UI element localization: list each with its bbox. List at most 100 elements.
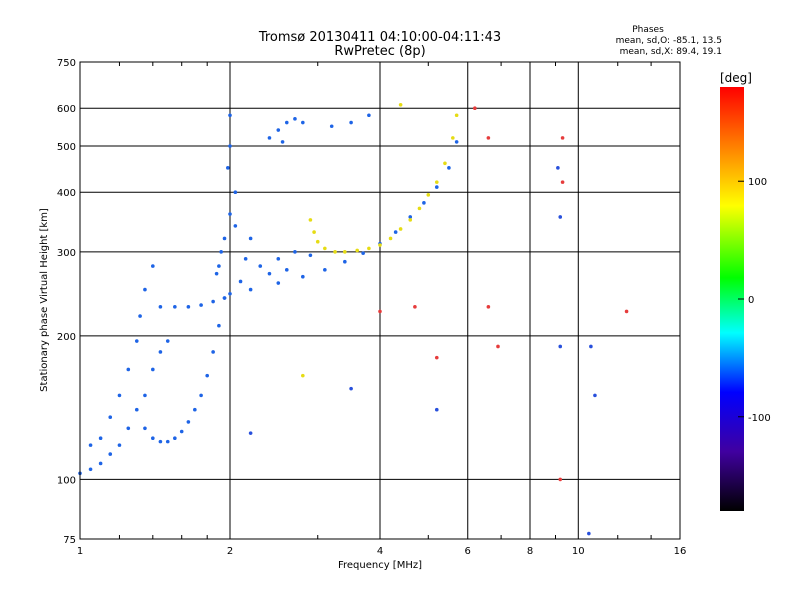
data-point [267,136,272,140]
data-point [434,185,439,189]
data-point [422,201,426,205]
chart-title: Tromsø 20130411 04:10:00-04:11:43 [258,30,501,45]
x-tick-label: 4 [377,546,383,557]
data-point [199,303,203,307]
y-tick-label: 400 [57,188,76,199]
data-point [199,393,203,398]
data-point [179,429,184,434]
data-point [143,393,147,398]
data-point [323,268,327,272]
data-point [312,230,316,234]
data-point [284,268,289,272]
data-point [134,339,139,343]
data-point [367,113,371,118]
y-tick-label: 600 [57,104,76,115]
data-point [308,218,313,222]
data-point [301,274,305,279]
data-point [186,420,191,424]
data-point [308,253,313,258]
x-tick-label: 16 [674,546,687,557]
data-point [248,431,253,435]
data-point [486,305,491,309]
colorbar-label: [deg] [720,71,752,85]
data-point [349,120,353,125]
data-point [258,264,263,268]
data-point [222,236,227,241]
data-point [243,257,248,261]
data-point [293,250,297,254]
data-point [447,166,451,170]
data-point [228,291,232,296]
data-point [248,236,253,241]
y-tick-label: 200 [57,332,76,343]
data-point [228,144,232,148]
data-point [117,443,122,447]
data-point [108,415,113,420]
data-point [361,251,365,256]
data-point [233,224,238,228]
data-point [211,350,215,354]
data-point [143,426,147,431]
y-tick-label: 750 [57,58,76,69]
data-point [393,230,398,234]
x-tick-label: 1 [77,546,83,557]
data-point [228,212,232,216]
data-point [355,248,359,253]
data-point [556,166,560,170]
data-point [443,161,447,166]
x-axis-label: Frequency [MHz] [338,560,422,571]
colorbar-tick-label: 100 [748,177,767,188]
data-point [398,103,403,107]
data-point [408,218,413,222]
x-tick-label: 6 [465,546,471,557]
data-point [349,386,353,391]
y-tick-label: 500 [57,142,76,153]
plot-area: 1 2 4 6 8 10 16 75 100 200 300 400 500 600 750 [57,58,686,557]
data-point [343,259,347,264]
data-point [151,436,155,441]
data-point [126,367,131,372]
phase-info-heading: Phases [632,25,664,35]
data-point [323,246,327,251]
data-point [158,439,163,444]
chart-subtitle: RwPretec (8p) [334,44,425,59]
data-point [222,296,227,300]
data-point [333,250,337,254]
data-point [408,215,413,219]
x-tick-label: 10 [572,546,585,557]
data-point [165,339,170,343]
x-tick-label: 8 [527,546,533,557]
data-point [398,227,403,231]
data-point [165,439,170,444]
data-point [454,140,459,144]
data-point [589,344,593,349]
x-tick-label: 2 [227,546,233,557]
data-point [233,190,238,195]
data-point [151,367,155,372]
data-point [143,287,147,292]
data-point [388,236,393,241]
data-point [293,117,297,121]
data-point [367,246,371,251]
data-point [108,452,113,456]
data-point [301,373,305,378]
data-point [593,393,597,398]
data-point [473,106,477,111]
data-point [158,305,163,309]
data-point [267,271,272,276]
data-point [98,461,103,466]
data-point [186,305,191,309]
data-point [558,477,563,482]
data-point [173,436,177,441]
plot-frame [79,61,681,540]
data-point [276,281,281,285]
data-point [560,136,565,140]
data-point [301,120,305,125]
data-point [248,287,253,292]
data-point [558,344,563,349]
data-point [217,323,221,328]
data-point [560,180,565,184]
data-point [417,206,422,211]
data-point [173,305,177,309]
